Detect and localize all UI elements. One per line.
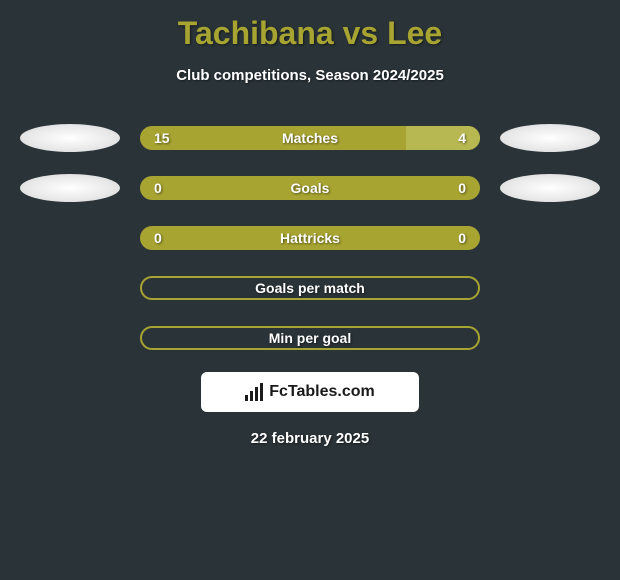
matches-bar-split (406, 126, 480, 150)
stat-row-goals: 0 Goals 0 (0, 174, 620, 202)
right-orb-icon (500, 124, 600, 152)
goals-right-value: 0 (458, 180, 466, 196)
hattricks-label: Hattricks (280, 230, 340, 246)
matches-left-value: 15 (154, 130, 170, 146)
goals-bar: 0 Goals 0 (140, 176, 480, 200)
stat-row-goals-per-match: Goals per match (0, 274, 620, 302)
goals-per-match-label: Goals per match (255, 280, 365, 296)
hattricks-bar: 0 Hattricks 0 (140, 226, 480, 250)
goals-label: Goals (291, 180, 330, 196)
min-per-goal-bar: Min per goal (140, 326, 480, 350)
page-title: Tachibana vs Lee (0, 15, 620, 52)
date-text: 22 february 2025 (0, 430, 620, 447)
goals-left-value: 0 (154, 180, 162, 196)
orb-spacer (20, 224, 120, 252)
min-per-goal-label: Min per goal (269, 330, 351, 346)
left-orb-icon (20, 124, 120, 152)
hattricks-left-value: 0 (154, 230, 162, 246)
matches-label: Matches (282, 130, 338, 146)
brand-text: FcTables.com (269, 383, 375, 401)
brand-badge[interactable]: FcTables.com (201, 372, 419, 412)
orb-spacer (500, 324, 600, 352)
stats-area: 15 Matches 4 0 Goals 0 0 Hattricks 0 (0, 124, 620, 352)
matches-bar: 15 Matches 4 (140, 126, 480, 150)
stat-row-hattricks: 0 Hattricks 0 (0, 224, 620, 252)
right-orb-icon (500, 174, 600, 202)
hattricks-right-value: 0 (458, 230, 466, 246)
matches-right-value: 4 (458, 130, 466, 146)
orb-spacer (500, 274, 600, 302)
orb-spacer (20, 274, 120, 302)
subtitle: Club competitions, Season 2024/2025 (0, 67, 620, 84)
chart-icon (245, 383, 263, 401)
orb-spacer (20, 324, 120, 352)
stat-row-min-per-goal: Min per goal (0, 324, 620, 352)
main-container: Tachibana vs Lee Club competitions, Seas… (0, 0, 620, 457)
left-orb-icon (20, 174, 120, 202)
stat-row-matches: 15 Matches 4 (0, 124, 620, 152)
orb-spacer (500, 224, 600, 252)
goals-per-match-bar: Goals per match (140, 276, 480, 300)
